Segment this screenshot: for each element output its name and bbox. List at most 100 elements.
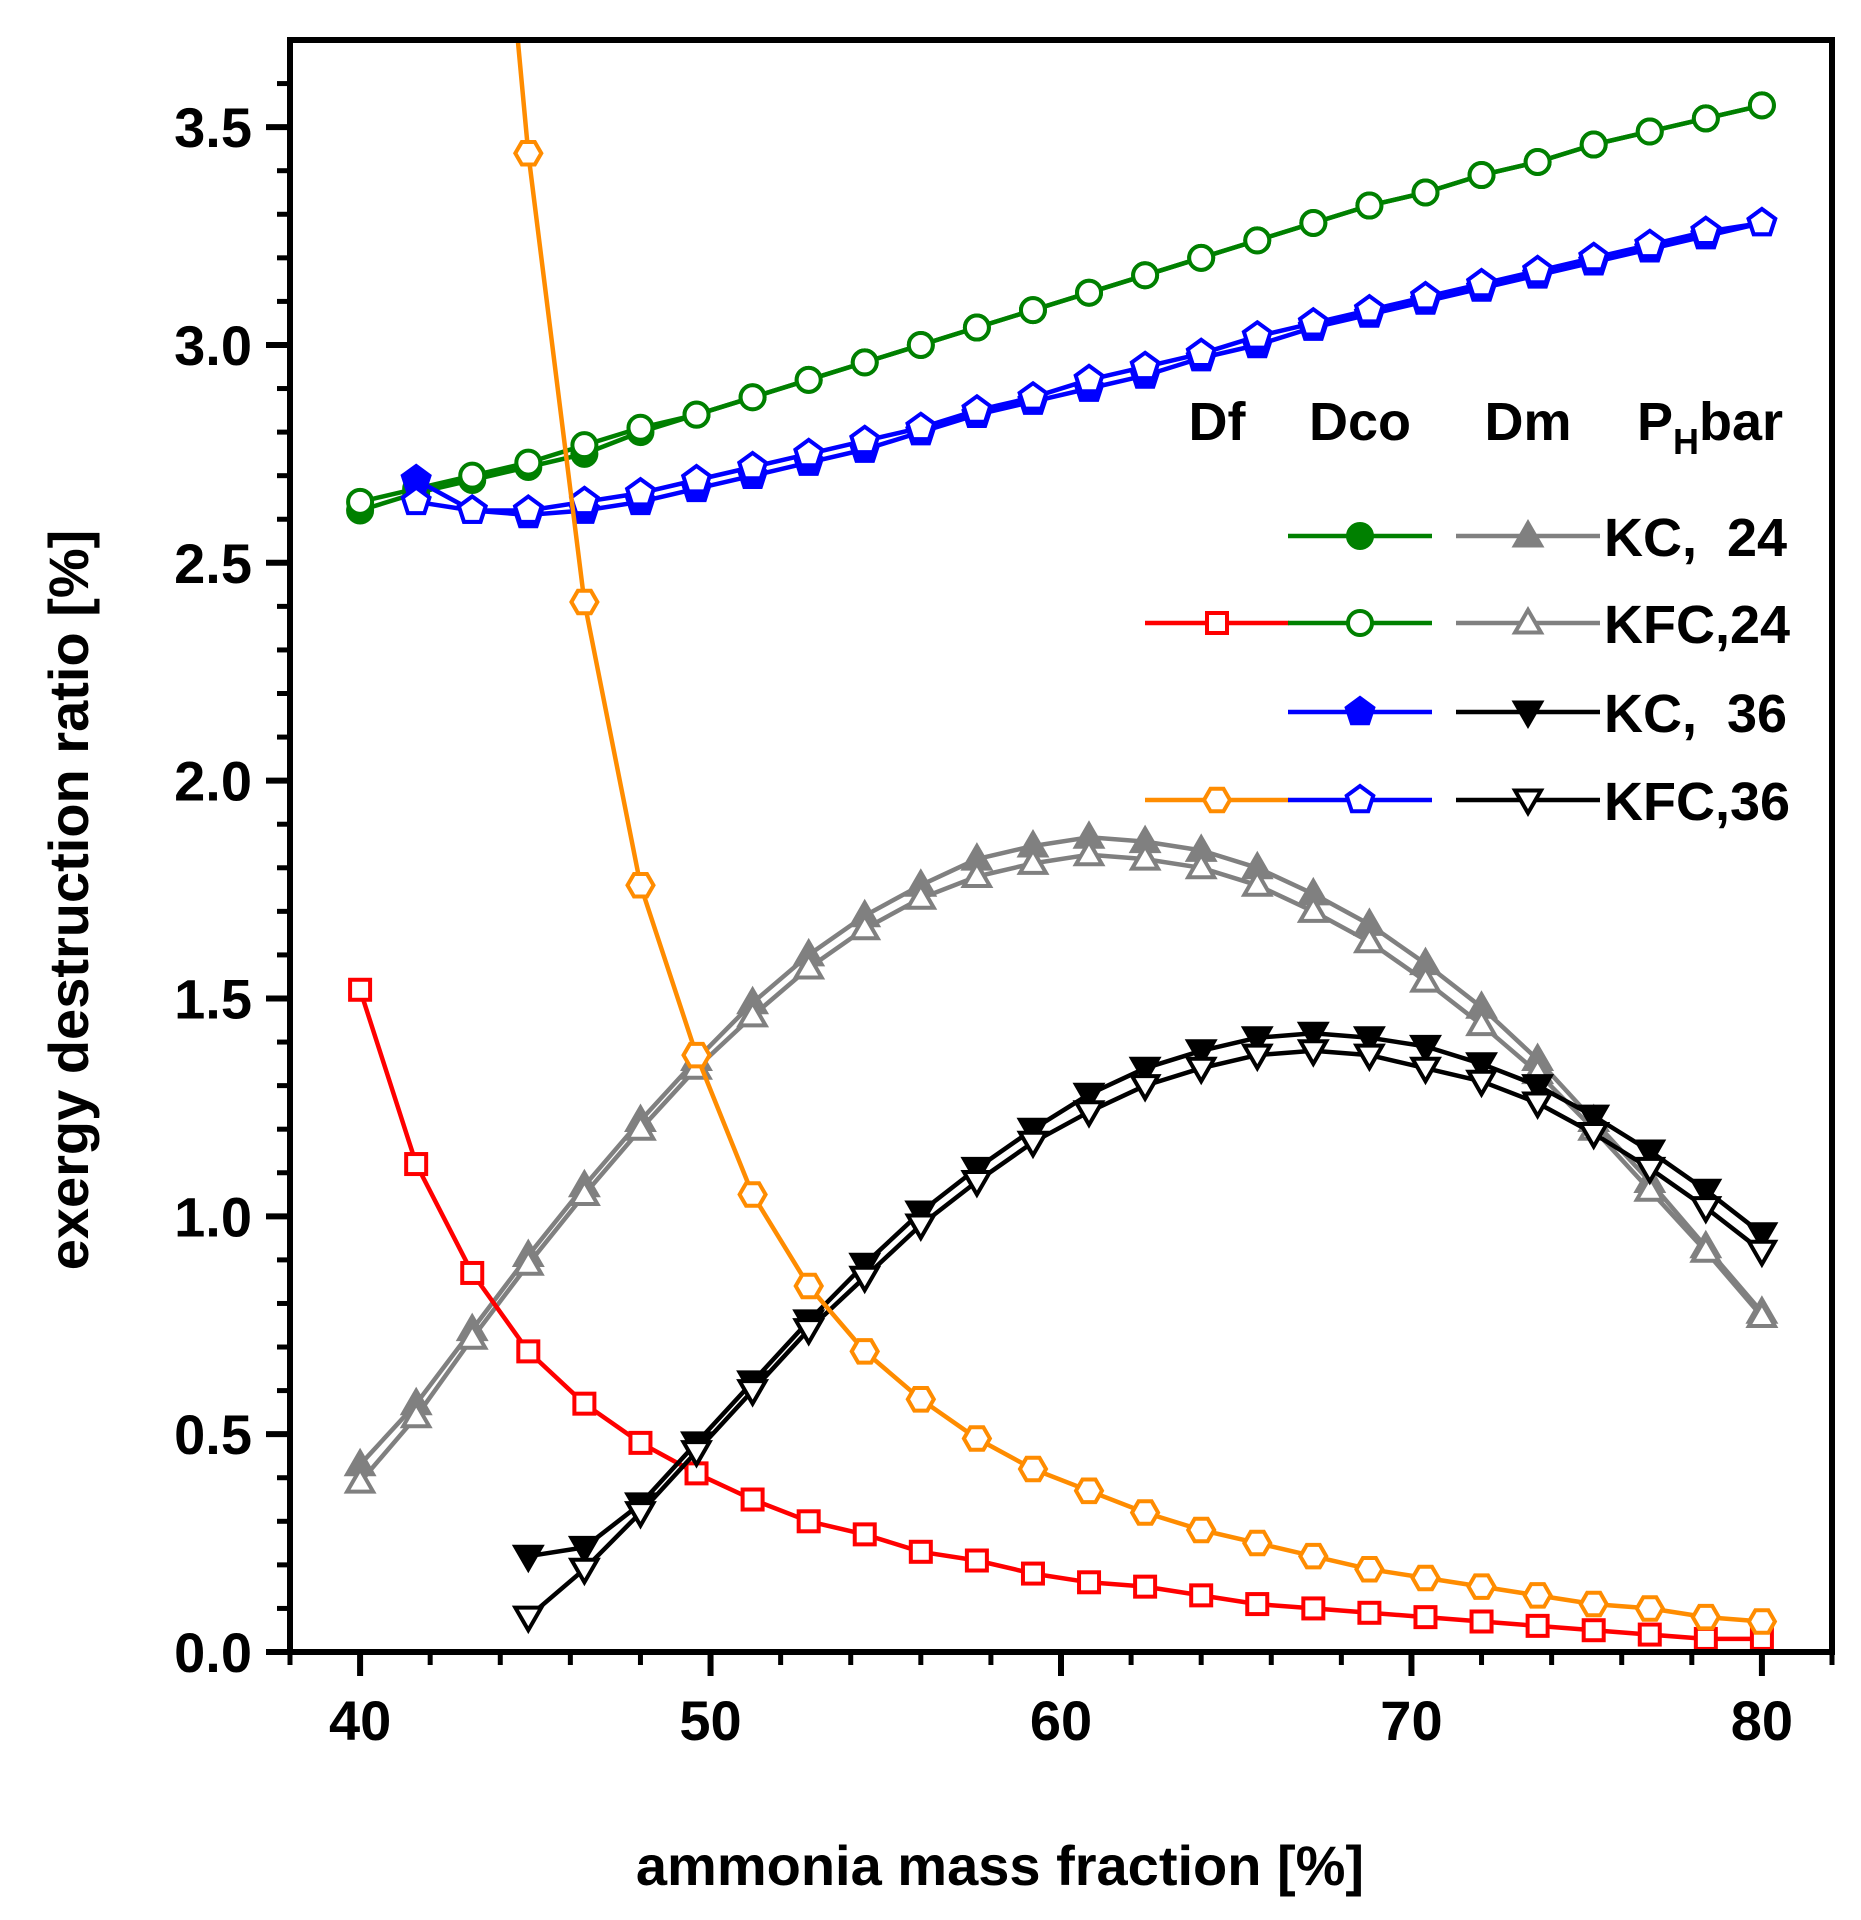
x-tick-label: 50	[679, 1689, 741, 1752]
y-tick-label: 0.5	[174, 1403, 252, 1466]
data-point-dco-kfc-36	[849, 424, 881, 455]
legend-marker-dco-kc-36	[1344, 695, 1376, 726]
data-point-dco-kfc-36	[512, 494, 544, 524]
data-point-df-kfc-24	[404, 1152, 429, 1177]
legend-header-ph: PHbar	[1637, 392, 1783, 462]
legend-header-dm: Dm	[1484, 392, 1571, 452]
data-point-dco-kfc-36	[400, 485, 432, 516]
data-point-dco-kfc-36	[1185, 337, 1217, 367]
data-point-dm-kfc-24	[960, 859, 994, 888]
data-point-dm-kfc-36	[680, 1440, 713, 1469]
data-point-df-kfc-36	[1690, 1603, 1722, 1631]
data-point-dco-kfc-36	[680, 463, 713, 494]
data-point-dco-kfc-36	[1073, 363, 1105, 394]
data-point-dco-kfc-24	[682, 400, 711, 429]
data-point-dm-kc-36	[1184, 1039, 1218, 1068]
data-point-dco-kfc-24	[1411, 178, 1440, 207]
series-line-dm-kc-24	[358, 835, 1764, 1467]
x-tick-label: 70	[1380, 1689, 1442, 1752]
data-point-dco-kfc-24	[962, 313, 991, 342]
data-point-dco-kfc-36	[736, 450, 769, 481]
y-tick-label: 0.0	[174, 1621, 252, 1684]
series-df-kfc-36	[512, 39, 1778, 1635]
data-point-dm-kfc-36	[848, 1265, 882, 1295]
data-point-dm-kfc-36	[1128, 1074, 1162, 1103]
data-point-dm-kc-36	[1745, 1222, 1779, 1251]
data-point-df-kfc-36	[569, 588, 600, 616]
data-point-df-kfc-24	[1357, 1600, 1382, 1625]
series-dco-kfc-36	[400, 206, 1778, 524]
legend-marker-dm-kc-36	[1511, 700, 1545, 729]
data-point-df-kfc-24	[348, 977, 373, 1002]
data-point-dm-kfc-36	[511, 1605, 545, 1635]
data-point-df-kfc-24	[1245, 1592, 1270, 1617]
data-point-df-kfc-36	[1746, 1608, 1778, 1635]
data-point-dco-kfc-24	[514, 448, 543, 477]
data-point-df-kfc-36	[849, 1338, 881, 1365]
series-df-kfc-24	[348, 977, 1774, 1651]
data-point-dm-kfc-36	[624, 1501, 657, 1530]
data-point-dco-kfc-36	[1578, 241, 1610, 272]
data-point-df-kfc-36	[961, 1425, 993, 1452]
data-point-dm-kfc-24	[624, 1112, 657, 1141]
data-point-df-kfc-24	[1581, 1618, 1606, 1643]
data-point-dco-kfc-36	[1521, 254, 1554, 285]
data-point-dm-kfc-24	[1633, 1173, 1667, 1202]
legend-header-dco: Dco	[1309, 392, 1411, 452]
data-point-dm-kc-36	[511, 1544, 545, 1574]
data-point-dm-kfc-36	[1521, 1091, 1555, 1120]
data-point-df-kfc-24	[740, 1487, 765, 1512]
data-point-df-kfc-24	[964, 1548, 989, 1573]
y-tick-label: 1.0	[174, 1185, 252, 1248]
legend: Df Dco Dm PHbar KC, 24 KFC,24 KC, 36 KFC,36	[1145, 392, 1790, 832]
data-point-dm-kfc-24	[1184, 850, 1218, 880]
data-point-dm-kc-36	[1352, 1026, 1386, 1055]
data-point-df-kfc-24	[1189, 1583, 1214, 1608]
data-point-dm-kfc-24	[736, 998, 770, 1028]
legend-row: KFC,24	[1145, 595, 1790, 655]
y-axis-label: exergy destruction ratio [%]	[37, 530, 100, 1271]
data-point-dco-kfc-24	[1299, 208, 1328, 237]
legend-row: KC, 36	[1288, 684, 1787, 744]
data-point-df-kfc-24	[1020, 1561, 1045, 1586]
data-point-dm-kfc-24	[1352, 924, 1386, 954]
data-point-dco-kfc-36	[793, 437, 825, 468]
data-point-dm-kfc-36	[1577, 1122, 1611, 1151]
data-point-dm-kc-36	[1577, 1104, 1611, 1134]
data-point-dm-kfc-24	[848, 911, 882, 941]
data-point-dm-kfc-36	[567, 1557, 601, 1587]
data-point-dm-kfc-24	[1465, 1007, 1498, 1037]
data-point-dm-kfc-24	[1128, 842, 1162, 871]
data-point-df-kfc-36	[737, 1181, 768, 1208]
data-point-df-kfc-24	[908, 1539, 933, 1564]
data-point-df-kfc-36	[793, 1272, 825, 1300]
x-tick-label: 60	[1030, 1689, 1092, 1752]
data-point-df-kfc-24	[1525, 1613, 1550, 1638]
data-point-dco-kfc-24	[458, 461, 487, 490]
series-layer	[343, 39, 1779, 1651]
series-dco-kfc-24	[346, 91, 1776, 516]
data-point-df-kfc-24	[1469, 1609, 1494, 1634]
data-point-dm-kfc-36	[1409, 1056, 1442, 1086]
data-point-dm-kfc-36	[792, 1318, 826, 1347]
data-point-dco-kfc-36	[456, 494, 488, 524]
data-point-dco-kfc-24	[850, 348, 879, 377]
data-point-dco-kfc-24	[1075, 278, 1104, 307]
data-point-dco-kfc-24	[1747, 91, 1776, 120]
data-point-df-kfc-36	[1129, 1499, 1161, 1526]
x-axis-label: ammonia mass fraction [%]	[636, 1834, 1364, 1897]
data-point-df-kfc-36	[1410, 1564, 1441, 1592]
data-point-dco-kfc-24	[1691, 104, 1720, 133]
data-point-dm-kfc-24	[1689, 1234, 1723, 1263]
data-point-dco-kfc-24	[738, 383, 767, 412]
data-point-df-kfc-36	[1185, 1516, 1217, 1544]
data-point-dm-kfc-36	[1465, 1069, 1498, 1099]
data-point-df-kfc-24	[516, 1339, 541, 1364]
legend-marker-dco-kfc-36	[1344, 783, 1376, 814]
legend-marker-dco-kc-24	[1346, 522, 1374, 550]
y-tick-label: 2.5	[174, 532, 252, 595]
axes-layer: 40 50 60 70 80 0.0 0.5 1.0 1.5 2.0 2.5 3.0 3.5	[174, 37, 1835, 1752]
data-point-dco-kfc-36	[1017, 380, 1049, 411]
data-point-dm-kc-36	[1296, 1021, 1330, 1051]
data-point-dco-kfc-24	[626, 413, 655, 442]
